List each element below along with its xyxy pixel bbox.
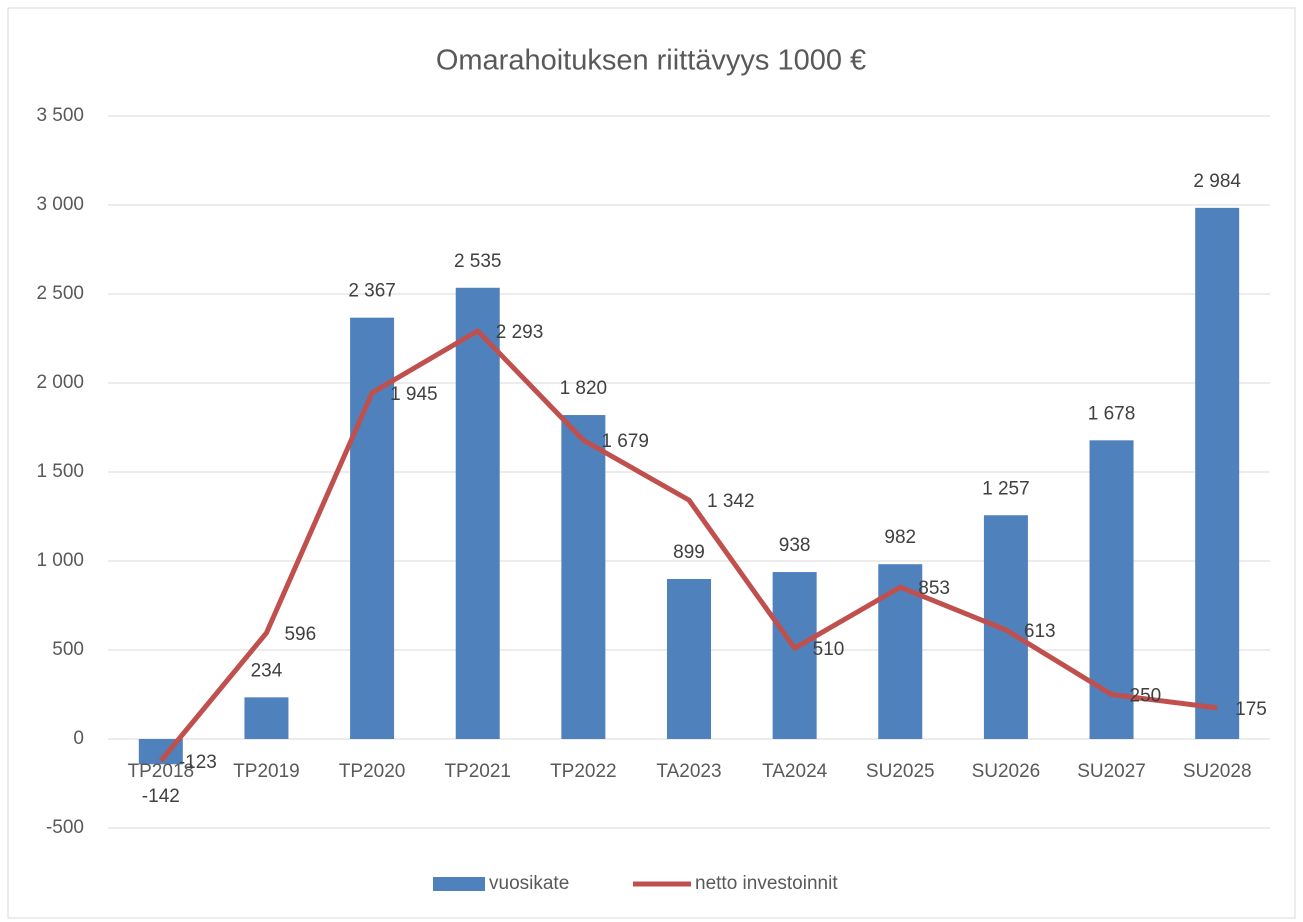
y-tick-label: -500 (46, 817, 84, 838)
data-label: 613 (1024, 621, 1056, 642)
data-label: 2 535 (454, 251, 502, 272)
data-label: 2 293 (496, 322, 544, 343)
legend-label: vuosikate (489, 873, 569, 894)
bar (667, 578, 711, 739)
data-label: 2 984 (1193, 171, 1241, 192)
y-tick-label: 3 000 (36, 194, 84, 215)
data-label: 899 (673, 542, 705, 563)
data-label: -123 (179, 752, 217, 773)
data-label: 510 (813, 639, 845, 660)
y-tick-label: 500 (52, 639, 84, 660)
bar (772, 572, 817, 739)
y-tick-label: 3 500 (36, 105, 84, 126)
bar (878, 564, 923, 739)
data-label: 1 945 (390, 384, 438, 405)
legend-swatch (433, 877, 485, 891)
y-tick-label: 2 500 (36, 283, 84, 304)
data-label: 234 (251, 660, 283, 681)
data-label: 175 (1235, 699, 1267, 720)
x-tick-label: TA2023 (656, 761, 721, 782)
bar (1195, 207, 1240, 739)
bar (350, 317, 395, 739)
x-tick-label: SU2027 (1077, 761, 1146, 782)
data-label: 1 342 (707, 491, 755, 512)
bar (1089, 440, 1134, 739)
legend-label: netto investoinnit (695, 873, 838, 894)
y-tick-label: 0 (73, 728, 84, 749)
y-tick-label: 1 500 (36, 461, 84, 482)
x-tick-label: TP2018 (128, 761, 195, 782)
line (158, 328, 1218, 763)
chart-frame (7, 7, 1296, 919)
bar (561, 415, 606, 739)
data-label: 2 367 (348, 281, 396, 302)
y-tick-label: 1 000 (36, 550, 84, 571)
x-tick-label: TP2019 (233, 761, 300, 782)
chart-title: Omarahoituksen riittävyys 1000 € (436, 45, 866, 77)
data-label: 1 678 (1088, 403, 1136, 424)
bar (455, 287, 500, 739)
x-tick-label: SU2028 (1183, 761, 1252, 782)
data-label: 1 257 (982, 478, 1030, 499)
data-label: 853 (918, 578, 950, 599)
x-tick-label: TP2021 (444, 761, 511, 782)
data-label: 938 (779, 535, 811, 556)
data-label: 1 679 (601, 431, 649, 452)
y-tick-label: 2 000 (36, 372, 84, 393)
data-label: 250 (1130, 686, 1162, 707)
bar (244, 697, 289, 739)
data-label: 982 (884, 527, 916, 548)
data-label: -142 (142, 786, 180, 807)
data-label: 596 (284, 624, 316, 645)
x-tick-label: TP2022 (550, 761, 617, 782)
x-tick-label: SU2025 (866, 761, 935, 782)
x-tick-label: TP2020 (339, 761, 406, 782)
bar (983, 515, 1028, 739)
data-label: 1 820 (560, 378, 608, 399)
x-tick-label: SU2026 (972, 761, 1041, 782)
x-tick-label: TA2024 (762, 761, 828, 782)
